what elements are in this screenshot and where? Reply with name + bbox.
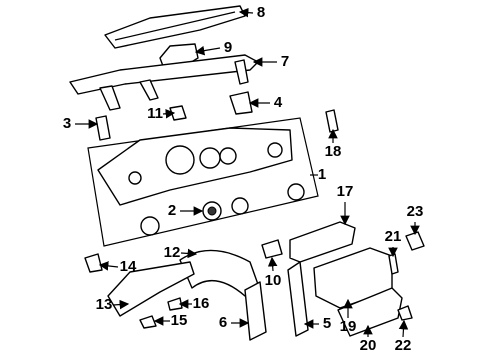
callout-label: 12 — [164, 244, 181, 261]
callout-label: 20 — [360, 337, 377, 354]
callout-label: 18 — [325, 143, 342, 160]
callout-label: 9 — [224, 39, 232, 56]
callout-labels: 1 2 3 4 5 6 7 8 9 10 11 12 13 14 15 16 1… — [63, 4, 424, 354]
callout-label: 15 — [171, 312, 188, 329]
leader-lines — [75, 7, 420, 338]
callout-label: 17 — [337, 183, 354, 200]
callout-label: 13 — [96, 296, 113, 313]
callout-label: 6 — [219, 314, 227, 331]
callout-label: 3 — [63, 115, 71, 132]
callout-label: 7 — [281, 53, 289, 70]
callout-label: 11 — [147, 105, 163, 122]
callout-label: 21 — [385, 228, 402, 245]
callout-label: 14 — [120, 258, 137, 275]
parts-drawing — [69, 5, 425, 341]
callout-label: 2 — [168, 202, 176, 219]
callout-label: 16 — [193, 295, 210, 312]
callout-label: 10 — [265, 272, 282, 289]
callout-label: 8 — [257, 4, 265, 21]
callout-label: 4 — [274, 94, 283, 111]
callout-label: 23 — [407, 203, 424, 220]
callout-label: 1 — [318, 166, 326, 183]
callout-label: 5 — [323, 315, 331, 332]
callout-label: 19 — [340, 318, 357, 335]
callout-label: 22 — [395, 337, 412, 354]
